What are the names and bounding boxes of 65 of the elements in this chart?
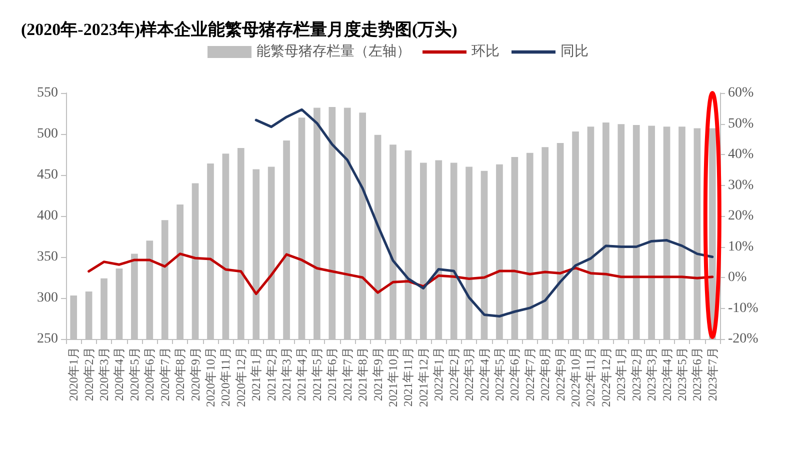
x-tick-label: 2020年12月 [234,347,248,407]
y2-tick-label: 40% [728,147,754,162]
y-tick-label: 300 [37,290,58,306]
y2-tick-label: -10% [728,300,759,316]
y2-tick-label: 50% [728,116,754,132]
x-tick-label: 2020年11月 [218,347,233,407]
x-tick-label: 2023年4月 [660,347,674,401]
x-tick-label: 2021年1月 [249,347,264,401]
y2-tick-label: 0% [728,270,747,285]
x-tick-label: 2020年2月 [82,347,96,401]
x-tick-label: 2021年5月 [310,347,324,401]
y-tick-label: 550 [37,86,58,100]
x-tick-label: 2021年10月 [386,347,400,407]
x-tick-label: 2022年10月 [568,347,583,407]
x-tick-label: 2020年6月 [142,347,157,401]
line-series [254,108,714,318]
x-tick-label: 2021年12月 [416,347,430,407]
x-tick-label: 2020年10月 [203,347,218,407]
x-tick-label: 2022年12月 [598,347,613,407]
x-tick-label: 2022年9月 [553,347,568,401]
x-tick-label: 2021年8月 [356,347,370,401]
x-tick-label: 2022年8月 [538,347,552,401]
y2-tick-label: 60% [728,86,754,100]
y2-tick-label: -20% [728,332,759,346]
legend-label: 环比 [472,44,500,60]
x-tick-label: 2022年3月 [462,347,476,401]
x-tick-label: 2020年8月 [173,347,188,401]
x-tick-label: 2022年5月 [492,347,506,401]
x-tick-label: 2021年9月 [370,347,385,401]
x-tick-label: 2023年5月 [674,347,689,401]
x-tick-label: 2021年3月 [280,347,294,401]
line-series [88,252,714,296]
legend-label: 同比 [560,44,588,60]
x-tick-label: 2021年6月 [325,347,340,401]
x-tick-label: 2022年1月 [432,347,446,401]
x-tick-label: 2020年9月 [188,347,202,401]
y2-tick-label: 10% [728,239,754,254]
x-tick-label: 2021年7月 [340,347,354,401]
x-tick-label: 2021年4月 [294,347,309,401]
y-tick-label: 400 [37,208,58,224]
x-tick-label: 2023年2月 [629,347,644,401]
x-tick-label: 2022年7月 [522,347,537,401]
x-tick-label: 2021年2月 [264,347,278,401]
x-tick-label: 2022年4月 [477,347,492,401]
x-tick-label: 2023年7月 [705,347,720,401]
y2-tick-label: 30% [728,178,754,193]
x-tick-label: 2020年5月 [127,347,142,401]
x-tick-label: 2020年1月 [66,347,81,401]
y2-tick-label: 20% [728,208,754,224]
y-tick-label: 350 [37,250,58,264]
y-tick-label: 250 [37,332,58,346]
x-tick-label: 2020年4月 [112,347,126,401]
x-tick-label: 2022年11月 [584,347,598,407]
chart-title: (2020年-2023年)样本企业能繁母猪存栏量月度走势图(万头) [21,20,458,39]
y-tick-label: 450 [37,168,58,182]
y-tick-label: 500 [37,126,58,142]
x-tick-label: 2020年7月 [158,347,172,401]
x-tick-label: 2021年11月 [401,347,416,407]
x-tick-label: 2023年1月 [614,347,628,401]
legend-label: 能繁母猪存栏量（左轴） [256,44,410,60]
x-tick-label: 2022年2月 [446,347,461,401]
x-tick-label: 2023年6月 [690,347,704,401]
x-tick-label: 2023年3月 [644,347,659,401]
x-tick-label: 2022年6月 [508,347,522,401]
x-tick-label: 2020年3月 [97,347,112,401]
